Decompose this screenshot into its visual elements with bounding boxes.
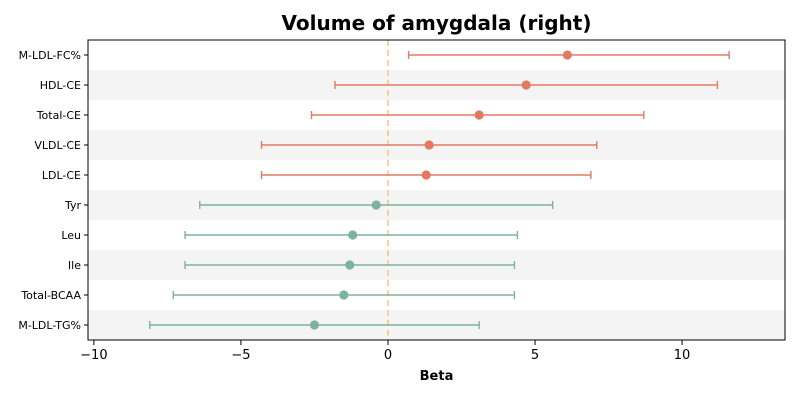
y-tick-label: M-LDL-FC% bbox=[19, 49, 81, 62]
estimate-point bbox=[348, 230, 358, 240]
estimate-row bbox=[310, 110, 645, 120]
x-axis-label: Beta bbox=[420, 369, 454, 384]
x-tick-label: 0 bbox=[384, 348, 392, 363]
estimate-row bbox=[407, 50, 730, 60]
estimate-row bbox=[184, 260, 516, 270]
estimate-point bbox=[309, 320, 320, 330]
estimate-point bbox=[371, 200, 381, 210]
x-tick-label: 10 bbox=[674, 348, 691, 363]
estimate-row bbox=[199, 200, 554, 210]
estimate-point bbox=[345, 260, 355, 270]
estimate-row bbox=[149, 320, 480, 330]
plot-frame bbox=[87, 39, 786, 341]
y-axis: M-LDL-FC% HDL-CE Total-CE VLDL-CE LDL-CE Tyr L… bbox=[18, 49, 88, 332]
estimate-point bbox=[474, 110, 484, 120]
estimate-point bbox=[521, 80, 531, 90]
estimate-point bbox=[339, 290, 349, 300]
y-tick-label: HDL-CE bbox=[40, 79, 81, 92]
x-tick-label: −5 bbox=[231, 348, 250, 363]
estimate-row bbox=[184, 230, 519, 240]
estimate-marks bbox=[149, 50, 730, 330]
x-axis: −10 −5 0 5 10 bbox=[80, 340, 690, 363]
x-tick-label: 5 bbox=[531, 348, 539, 363]
estimate-row bbox=[260, 170, 592, 180]
y-tick-label: Ile bbox=[68, 259, 81, 272]
estimate-point bbox=[424, 140, 434, 150]
y-tick-label: Total-CE bbox=[36, 109, 81, 122]
estimate-point bbox=[421, 170, 431, 180]
chart-title: Volume of amygdala (right) bbox=[282, 11, 592, 35]
y-tick-label: Tyr bbox=[64, 199, 82, 212]
estimate-row bbox=[172, 290, 516, 300]
estimate-point bbox=[562, 50, 572, 60]
y-tick-label: Total-BCAA bbox=[20, 289, 81, 302]
estimate-row bbox=[334, 80, 719, 90]
x-tick-label: −10 bbox=[80, 348, 107, 363]
y-tick-label: VLDL-CE bbox=[34, 139, 81, 152]
y-tick-label: M-LDL-TG% bbox=[18, 319, 81, 332]
estimate-row bbox=[260, 140, 598, 150]
y-tick-label: Leu bbox=[61, 229, 81, 242]
y-tick-label: LDL-CE bbox=[42, 169, 81, 182]
